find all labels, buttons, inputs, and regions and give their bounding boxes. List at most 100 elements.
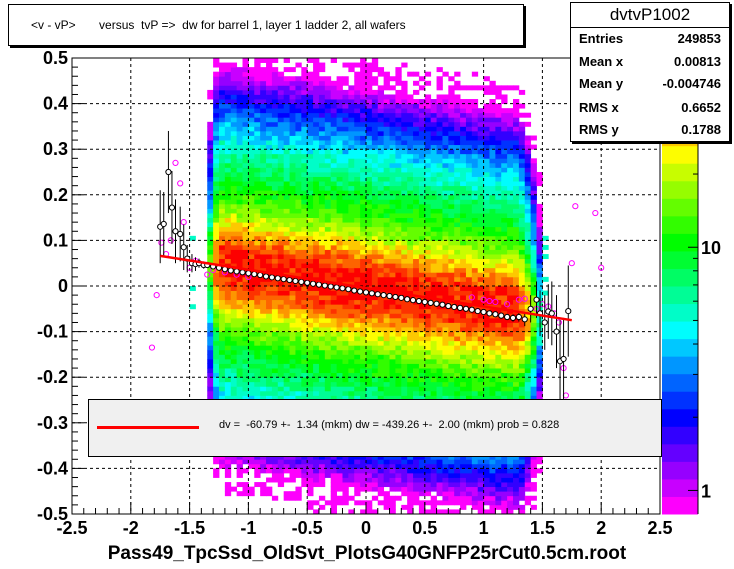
heatmap-cell — [313, 254, 320, 260]
heatmap-cell — [213, 190, 220, 196]
heatmap-cell — [518, 172, 526, 177]
heatmap-cell — [454, 276, 461, 282]
heatmap-cell — [242, 222, 249, 228]
heatmap-cell — [483, 190, 490, 196]
heatmap-cell — [313, 331, 320, 337]
heatmap-cell — [271, 67, 279, 73]
heatmap-cell — [354, 281, 361, 287]
heatmap-cell — [377, 108, 385, 114]
heatmap-cell — [213, 144, 220, 150]
heatmap-cell — [324, 172, 332, 177]
heatmap-cell — [383, 121, 390, 127]
heatmap-cell — [236, 304, 243, 310]
heatmap-cell — [254, 89, 261, 95]
heatmap-cell — [354, 112, 361, 118]
heatmap-cell — [477, 377, 484, 383]
heatmap-cell — [307, 258, 314, 264]
heatmap-cell — [324, 158, 332, 164]
heatmap-cell — [342, 495, 349, 501]
heatmap-cell — [471, 185, 479, 191]
heatmap-cell — [224, 345, 232, 351]
heatmap-cell — [436, 130, 443, 136]
heatmap-cell — [501, 185, 508, 191]
heatmap-cell — [277, 158, 285, 164]
heatmap-cell — [383, 327, 390, 332]
heatmap-cell — [465, 372, 473, 378]
heatmap-cell — [501, 358, 508, 364]
heatmap-cell — [224, 76, 232, 82]
heatmap-cell — [507, 162, 514, 168]
heatmap-cell — [224, 194, 232, 200]
heatmap-cell — [483, 372, 490, 378]
heatmap-cell — [336, 99, 343, 104]
heatmap-cell — [242, 254, 249, 260]
heatmap-cell — [383, 71, 390, 77]
heatmap-cell — [283, 313, 290, 319]
heatmap-cell — [277, 286, 285, 291]
heatmap-cell — [236, 395, 243, 401]
heatmap-cell — [518, 340, 526, 346]
heatmap-cell — [266, 144, 273, 150]
heatmap-cell — [418, 217, 426, 223]
heatmap-cell — [213, 317, 220, 323]
heatmap-cell — [407, 299, 414, 305]
heatmap-cell — [307, 172, 314, 177]
heatmap-cell — [348, 249, 355, 255]
heatmap-cell — [207, 286, 214, 291]
heatmap-cell — [430, 463, 437, 469]
heatmap-cell — [460, 358, 467, 364]
heatmap-cell — [318, 135, 326, 141]
heatmap-cell — [389, 509, 396, 515]
heatmap-cell — [277, 130, 285, 136]
heatmap-cell — [442, 281, 449, 287]
heatmap-cell — [360, 459, 367, 465]
heatmap-cell — [371, 340, 379, 346]
heatmap-cell — [424, 463, 432, 469]
heatmap-cell — [360, 181, 367, 187]
heatmap-cell — [236, 390, 243, 396]
heatmap-cell — [430, 340, 437, 346]
heatmap-cell — [407, 358, 414, 364]
heatmap-cell — [489, 482, 496, 488]
heatmap-cell — [448, 208, 455, 214]
heatmap-cell — [460, 222, 467, 228]
heatmap-cell — [518, 327, 526, 332]
heatmap-cell — [283, 181, 290, 187]
heatmap-cell — [271, 354, 279, 360]
heatmap-cell — [465, 286, 473, 291]
heatmap-cell — [271, 313, 279, 319]
heatmap-cell — [318, 231, 326, 237]
heatmap-cell — [436, 194, 443, 200]
heatmap-cell — [395, 172, 402, 177]
heatmap-cell — [495, 290, 502, 296]
heatmap-cell — [219, 336, 226, 342]
heatmap-cell — [224, 299, 232, 305]
heatmap-cell — [471, 208, 479, 214]
heatmap-cell — [377, 454, 385, 460]
heatmap-cell — [289, 231, 296, 237]
heatmap-cell — [424, 176, 432, 182]
heatmap-cell — [366, 377, 373, 383]
heatmap-cell — [383, 317, 390, 323]
heatmap-cell — [483, 295, 490, 301]
heatmap-cell — [465, 272, 473, 278]
heatmap-cell — [224, 295, 232, 301]
heatmap-cell — [377, 181, 385, 187]
heatmap-cell — [501, 140, 508, 146]
heatmap-cell — [448, 336, 455, 342]
heatmap-cell — [219, 281, 226, 287]
heatmap-cell — [219, 190, 226, 196]
heatmap-cell — [448, 162, 455, 168]
heatmap-cell — [236, 276, 243, 282]
heatmap-cell — [483, 381, 490, 387]
heatmap-cell — [295, 267, 302, 273]
heatmap-cell — [307, 477, 314, 483]
heatmap-cell — [465, 181, 473, 187]
heatmap-cell — [424, 167, 432, 173]
heatmap-cell — [454, 286, 461, 291]
heatmap-cell — [360, 304, 367, 310]
heatmap-cell — [448, 372, 455, 378]
heatmap-cell — [377, 153, 385, 159]
heatmap-cell — [436, 267, 443, 273]
heatmap-cell — [513, 327, 520, 332]
